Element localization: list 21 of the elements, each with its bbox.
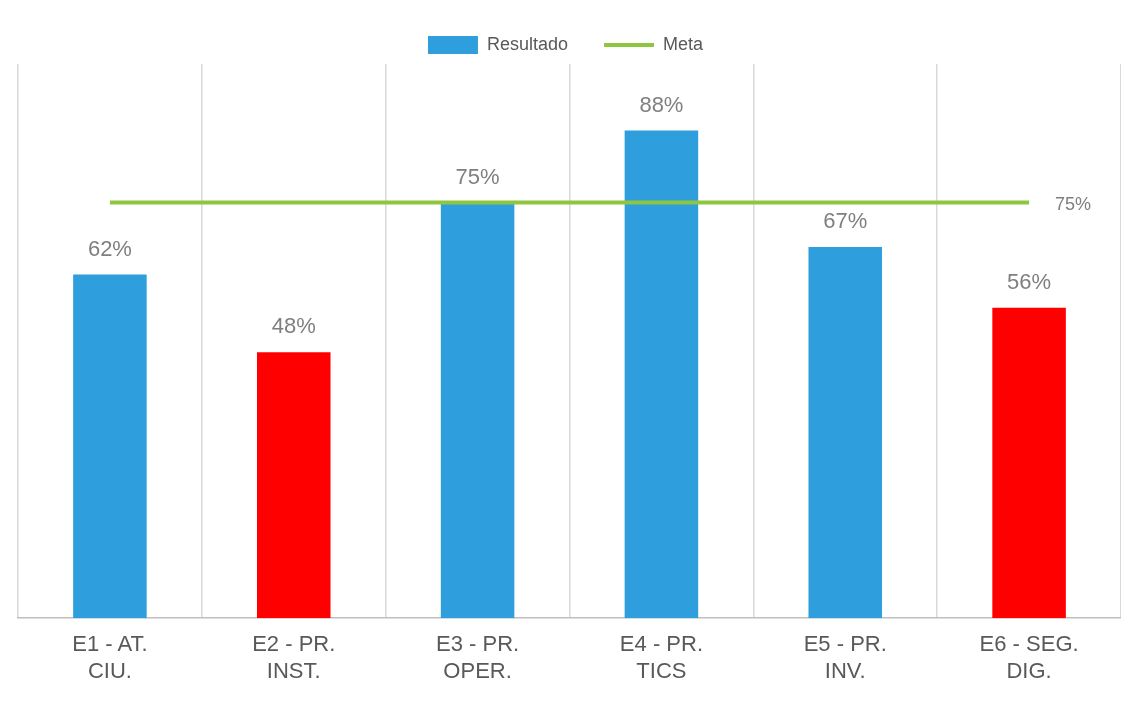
x-tick-label: E3 - PR. OPER. [436,631,520,683]
data-label: 88% [639,91,684,117]
bar [440,202,515,619]
legend-label: Meta [663,33,705,54]
x-tick-label: E5 - PR. INV. [803,631,887,683]
x-tick-label: E4 - PR. TICS [619,631,703,683]
data-label: 75% [455,163,500,189]
x-tick-label: E1 - AT. CIU. [72,631,148,683]
data-label: 56% [1007,268,1052,294]
data-label: 48% [271,313,316,339]
bar [808,246,883,619]
legend-label: Resultado [486,33,569,54]
bar [73,274,147,619]
bar [992,307,1066,619]
x-tick-label: E6 - SEG. DIG. [979,631,1079,683]
data-label: 75% [1055,193,1092,214]
bar [624,130,699,619]
bar [256,352,331,619]
data-label: 67% [823,207,868,233]
data-label: 62% [87,235,132,261]
x-tick-label: E2 - PR. INST. [252,631,336,683]
